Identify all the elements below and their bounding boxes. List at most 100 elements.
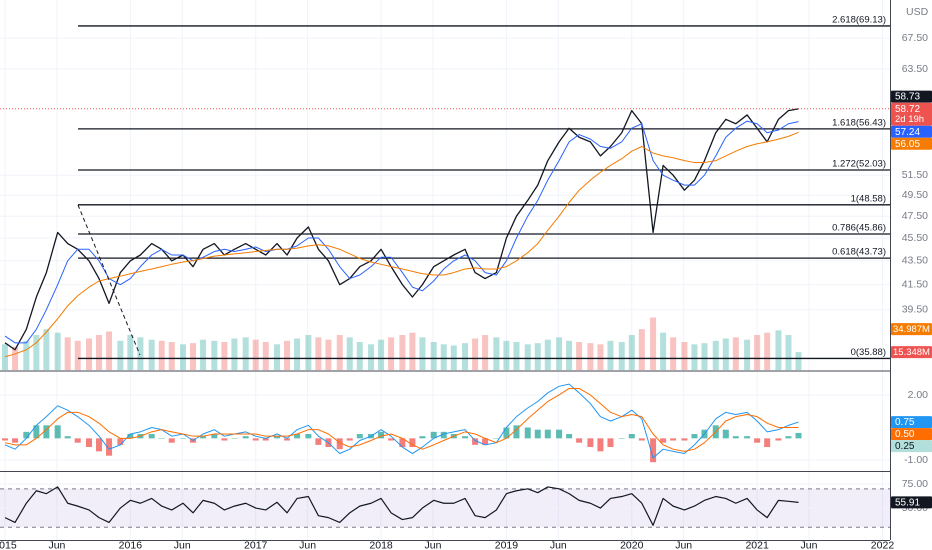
fib-level-label: 0.786(45.86) <box>832 223 886 234</box>
histogram-bar <box>607 438 614 448</box>
last-value-label: 55.91 <box>895 498 920 509</box>
volume-bar <box>722 338 729 370</box>
volume-bar <box>701 343 708 370</box>
x-tick-label: 2020 <box>620 539 644 550</box>
histogram-bar <box>64 436 71 439</box>
volume-bar <box>388 337 395 370</box>
volume-bar <box>450 345 457 370</box>
histogram-bar <box>33 425 40 439</box>
histogram-bar <box>378 431 385 439</box>
x-tick-label: Jun <box>299 539 316 550</box>
volume-bar <box>315 337 322 370</box>
histogram-bar <box>754 438 761 443</box>
histogram-bar <box>117 438 124 445</box>
histogram-bar <box>785 436 792 439</box>
histogram-bar <box>462 436 469 439</box>
histogram-bar <box>524 427 531 439</box>
volume-bar <box>795 352 802 370</box>
volume-bar <box>43 329 50 370</box>
histogram-bar <box>262 438 269 441</box>
volume-bar <box>524 344 531 370</box>
histogram-bar <box>305 434 312 439</box>
volume-bar <box>117 340 124 370</box>
volume-bar <box>775 330 782 370</box>
last-value-label: 0.25 <box>895 441 915 452</box>
series-line <box>4 387 799 452</box>
histogram-bar <box>356 434 363 439</box>
volume-bar <box>180 344 187 370</box>
volume-bar <box>127 335 134 370</box>
histogram-bar <box>513 425 520 439</box>
volume-bar <box>64 337 71 370</box>
histogram-bar <box>493 438 500 439</box>
last-value-box <box>891 346 932 359</box>
volume-bar <box>200 339 207 370</box>
volume-bar <box>764 332 771 370</box>
histogram-bar <box>566 434 573 439</box>
histogram-bar <box>638 438 645 441</box>
volume-bar <box>346 337 353 370</box>
histogram-bar <box>346 438 353 441</box>
histogram-bar <box>96 438 103 452</box>
volume-bar <box>74 340 81 370</box>
x-tick-label: Jun <box>174 539 191 550</box>
histogram-bar <box>158 438 165 439</box>
volume-bar <box>86 338 92 370</box>
last-value-box <box>891 137 932 150</box>
volume-bar <box>712 340 719 370</box>
trend-line <box>77 204 141 356</box>
volume-bar <box>638 329 645 370</box>
histogram-bar <box>200 436 207 439</box>
histogram-bar <box>284 438 291 441</box>
volume-bar <box>628 335 635 370</box>
volume-bar <box>513 342 520 370</box>
histogram-bar <box>168 438 175 443</box>
histogram-bar <box>670 438 677 441</box>
last-value-box <box>891 90 932 103</box>
histogram-bar <box>54 425 61 439</box>
volume-bar <box>587 343 594 370</box>
volume-bar <box>556 337 563 370</box>
volume-bar <box>148 339 155 370</box>
volume-bar <box>284 340 291 370</box>
last-value-box <box>891 428 932 441</box>
volume-bar <box>325 339 332 370</box>
volume-bar <box>368 344 375 370</box>
volume-bar <box>168 342 175 370</box>
histogram-bar <box>440 431 447 439</box>
x-tick-label: 2018 <box>369 539 393 550</box>
volume-bar <box>430 342 437 370</box>
series-line <box>4 383 799 459</box>
histogram-bar <box>544 429 551 439</box>
volume-bar <box>607 340 614 370</box>
histogram-bar <box>556 429 563 439</box>
volume-bar <box>252 339 259 370</box>
histogram-bar <box>430 431 437 439</box>
histogram-bar <box>221 438 228 441</box>
histogram-bar <box>252 438 259 441</box>
x-tick-label: 2016 <box>119 539 143 550</box>
volume-bar <box>660 332 667 370</box>
last-value-label: 58.72 <box>895 104 920 115</box>
histogram-bar <box>587 438 594 448</box>
series-line <box>4 108 799 351</box>
x-tick-label: 2017 <box>244 539 268 550</box>
volume-bar <box>158 340 165 370</box>
last-value-label: 58.73 <box>895 92 920 103</box>
y-tick-label: 2.00 <box>908 389 929 401</box>
histogram-bar <box>106 438 113 456</box>
last-value-box <box>891 323 932 336</box>
volume-bar <box>462 343 469 370</box>
histogram-bar <box>732 436 739 439</box>
currency-label: USD <box>906 6 929 18</box>
volume-bar <box>221 342 228 370</box>
last-value-box <box>891 416 932 429</box>
volume-bar <box>597 344 604 370</box>
last-value-label: 0.50 <box>895 429 915 440</box>
volume-bar <box>650 317 657 370</box>
histogram-bar <box>12 438 19 443</box>
histogram-bar <box>231 438 238 439</box>
volume-bar <box>2 344 9 370</box>
volume-bar <box>482 335 489 370</box>
